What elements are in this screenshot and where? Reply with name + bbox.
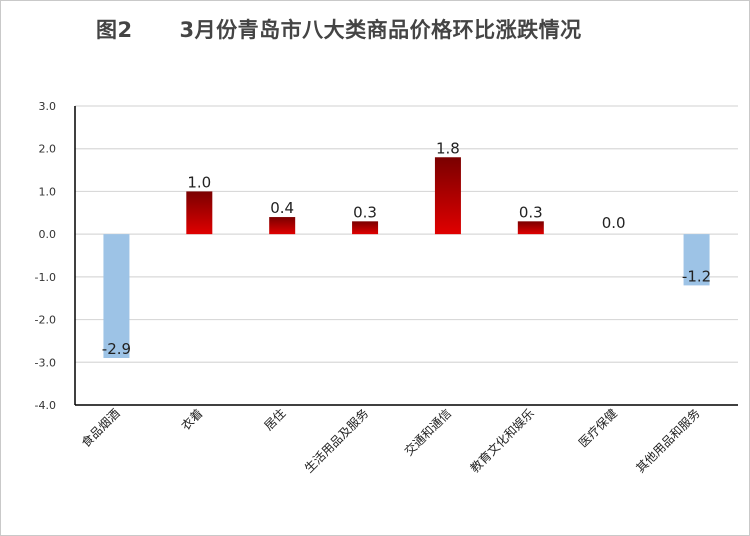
data-label: 0.4 bbox=[270, 199, 294, 217]
y-tick-label: 0.0 bbox=[39, 228, 57, 241]
bar bbox=[683, 234, 710, 286]
y-tick-label: -1.0 bbox=[35, 271, 56, 284]
bar bbox=[186, 191, 213, 235]
x-axis-category-labels: 食品烟酒 衣着 居住 生活用品及服务 交通和通信 教育文化和娱乐 医疗保健 其他用品和服务 bbox=[78, 406, 703, 476]
bars bbox=[103, 157, 710, 359]
data-label: 1.8 bbox=[436, 139, 460, 157]
bar bbox=[103, 234, 130, 359]
bar bbox=[434, 157, 461, 235]
data-label: 1.0 bbox=[187, 173, 211, 191]
chart-title: 图2 3月份青岛市八大类商品价格环比涨跌情况 bbox=[96, 18, 582, 42]
y-axis-tick-labels: 3.0 2.0 1.0 0.0 -1.0 -2.0 -3.0 -4.0 bbox=[35, 100, 56, 412]
x-category-label: 居住 bbox=[261, 406, 288, 433]
x-category-label: 生活用品及服务 bbox=[301, 406, 371, 476]
y-tick-label: 2.0 bbox=[39, 143, 57, 156]
x-category-label: 交通和通信 bbox=[401, 406, 454, 459]
y-tick-label: 1.0 bbox=[39, 185, 57, 198]
y-tick-label: -2.0 bbox=[35, 314, 56, 327]
data-label: 0.3 bbox=[519, 203, 543, 221]
data-label: -1.2 bbox=[682, 267, 711, 285]
gridlines bbox=[75, 105, 738, 363]
x-category-label: 食品烟酒 bbox=[78, 406, 123, 451]
bar bbox=[517, 221, 544, 235]
axes bbox=[74, 106, 738, 406]
y-tick-label: 3.0 bbox=[39, 100, 57, 113]
x-category-label: 医疗保健 bbox=[576, 406, 620, 450]
y-tick-label: -4.0 bbox=[35, 399, 56, 412]
data-label: 0.0 bbox=[602, 214, 626, 232]
data-label: -2.9 bbox=[102, 340, 131, 358]
data-labels: -2.9 1.0 0.4 0.3 1.8 0.3 0.0 -1.2 bbox=[102, 139, 711, 358]
bar bbox=[269, 217, 296, 235]
bar bbox=[352, 221, 379, 235]
x-category-label: 衣着 bbox=[178, 406, 206, 434]
x-category-label: 其他用品和服务 bbox=[633, 406, 703, 476]
y-tick-label: -3.0 bbox=[35, 356, 56, 369]
data-label: 0.3 bbox=[353, 203, 377, 221]
x-category-label: 教育文化和娱乐 bbox=[467, 406, 537, 476]
